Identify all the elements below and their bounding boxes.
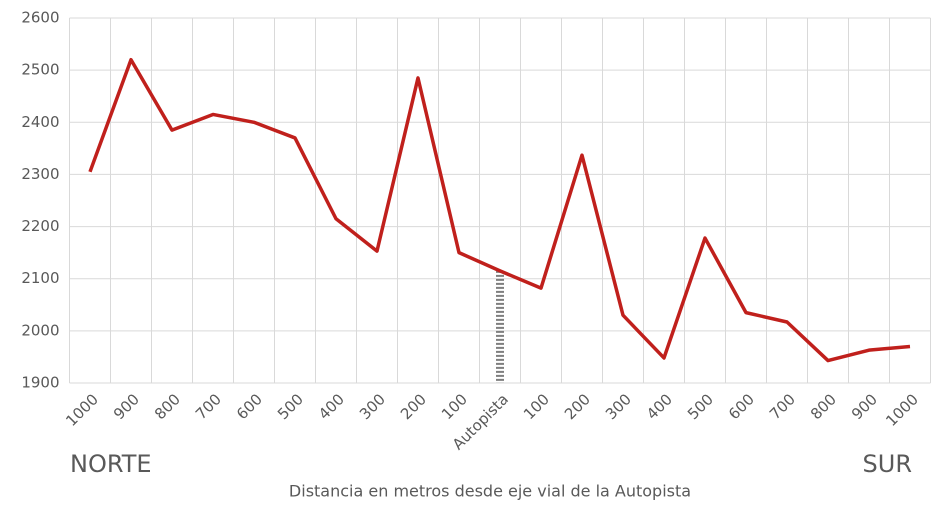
- x-tick-label: 100: [520, 390, 553, 423]
- x-tick-label: 600: [233, 390, 266, 423]
- x-tick-label: 600: [725, 390, 758, 423]
- y-tick-label: 2600: [21, 9, 59, 27]
- y-tick-label: 1900: [21, 374, 59, 392]
- annotation-sur: SUR: [863, 450, 912, 478]
- x-tick-label: 100: [438, 390, 471, 423]
- y-tick-label: 2200: [21, 217, 59, 235]
- x-tick-label: 200: [561, 390, 594, 423]
- x-tick-label: 1000: [882, 390, 922, 430]
- x-tick-label: 500: [274, 390, 307, 423]
- y-tick-label: 2000: [21, 321, 59, 339]
- y-tick-label: 2300: [21, 165, 59, 183]
- x-tick-label: 900: [848, 390, 881, 423]
- x-tick-label: 200: [397, 390, 430, 423]
- data-line: [88, 57, 911, 363]
- x-tick-label: 900: [110, 390, 143, 423]
- x-tick-label: 800: [151, 390, 184, 423]
- annotation-norte: NORTE: [70, 450, 152, 478]
- y-tick-label: 2500: [21, 61, 59, 79]
- x-axis-label: Distancia en metros desde eje vial de la…: [289, 482, 691, 501]
- x-tick-label: 400: [643, 390, 676, 423]
- y-tick-label: 2400: [21, 113, 59, 131]
- x-tick-label: 700: [766, 390, 799, 423]
- x-tick-label: 300: [356, 390, 389, 423]
- x-tick-label: 300: [602, 390, 635, 423]
- x-tick-label: 400: [315, 390, 348, 423]
- x-tick-label: 1000: [62, 390, 102, 430]
- x-tick-label: 500: [684, 390, 717, 423]
- x-tick-label: 700: [192, 390, 225, 423]
- x-tick-label: 800: [807, 390, 840, 423]
- y-tick-label: 2100: [21, 269, 59, 287]
